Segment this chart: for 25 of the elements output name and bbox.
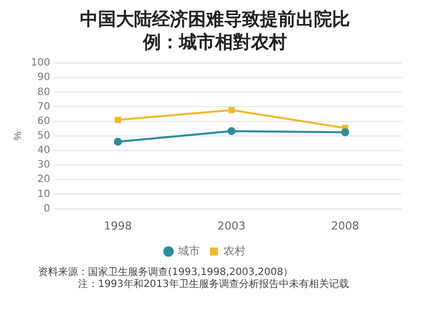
legend-label: 农村	[224, 244, 246, 258]
x-tick-label: 2008	[331, 219, 360, 232]
y-tick-label: 10	[37, 188, 50, 200]
y-axis-title: %	[12, 131, 24, 140]
text: 注：1993年和2013年卫生服务调查分析报告中未有相关记载	[77, 279, 350, 291]
y-tick-label: 30	[37, 160, 50, 171]
point	[114, 138, 122, 146]
point	[228, 127, 236, 136]
y-tick-label: 90	[37, 72, 50, 84]
y-tick-label: 20	[37, 174, 50, 186]
y-tick-label: 0	[44, 203, 50, 214]
legend-label: 城市	[177, 244, 200, 258]
point	[228, 106, 235, 114]
y-tick-label: 50	[37, 130, 50, 142]
x-tick-label: 2003	[218, 219, 246, 232]
point	[341, 128, 350, 136]
x-tick-label: 1998	[104, 219, 132, 232]
y-tick-label: 70	[37, 101, 50, 112]
y-tick-label: 60	[37, 116, 50, 127]
y-tick-label: 40	[37, 145, 50, 156]
chart-title: 中国大陆经济困难导致提前出院比例：城市相對农村	[79, 8, 351, 54]
text: 资料来源：国家卫生服务调查(1993,1998,2003,2008）	[38, 267, 294, 278]
point	[114, 116, 122, 123]
y-tick-label: 100	[30, 58, 50, 69]
y-tick-label: 80	[37, 86, 50, 98]
